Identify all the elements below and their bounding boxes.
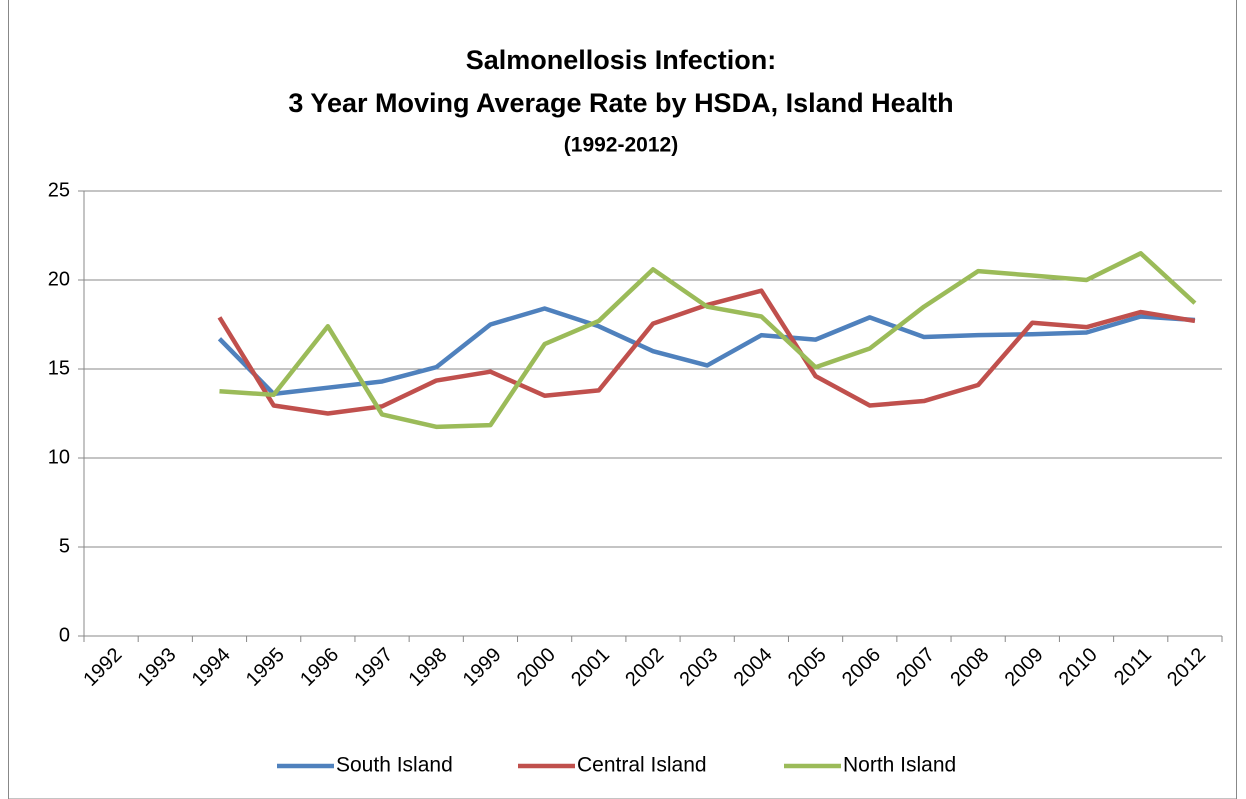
chart-subtitle: (1992-2012) [564, 134, 678, 157]
y-tick-label: 10 [48, 446, 70, 468]
y-tick-label: 25 [48, 179, 70, 201]
y-tick-label: 5 [59, 535, 70, 557]
chart-title: 3 Year Moving Average Rate by HSDA, Isla… [288, 88, 953, 118]
series-line [219, 251, 1197, 430]
legend-label: South Island [336, 754, 453, 777]
y-tick-label: 15 [48, 357, 70, 379]
legend-label: North Island [843, 754, 956, 777]
series-line [217, 306, 1196, 397]
chart-title: Salmonellosis Infection: [466, 45, 777, 75]
chart-border [8, 0, 1237, 799]
y-tick-label: 0 [59, 624, 70, 646]
y-tick-label: 20 [48, 268, 70, 290]
legend-label: Central Island [577, 754, 707, 777]
